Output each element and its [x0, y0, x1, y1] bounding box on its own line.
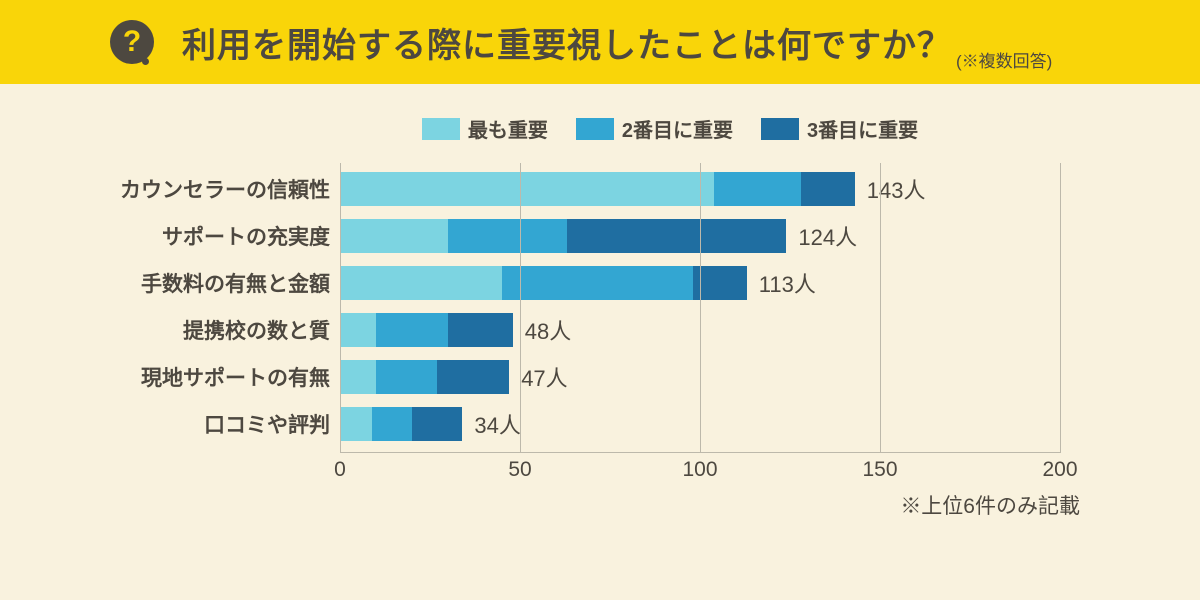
- question-icon: ?: [110, 20, 154, 64]
- gridline: [880, 163, 881, 453]
- bar-group: 124人: [340, 219, 786, 253]
- legend-label: 2番目に重要: [622, 114, 733, 143]
- bar-segment: [567, 219, 787, 253]
- bar-segment: [340, 360, 376, 394]
- legend-item: 最も重要: [422, 114, 548, 143]
- bar-segment: [437, 360, 509, 394]
- legend-item: 2番目に重要: [576, 114, 733, 143]
- row-label: 手数料の有無と金額: [100, 268, 330, 298]
- bar-segment: [376, 360, 437, 394]
- bar-value-label: 113人: [759, 267, 816, 299]
- bar-segment: [376, 313, 448, 347]
- gridline: [520, 163, 521, 453]
- bar-value-label: 124人: [798, 220, 857, 252]
- bar-value-label: 47人: [521, 361, 567, 393]
- bar-segment: [502, 266, 693, 300]
- row-label: 口コミや評判: [100, 409, 330, 439]
- bar-value-label: 143人: [867, 173, 926, 205]
- gridline: [1060, 163, 1061, 453]
- bar-segment: [714, 172, 800, 206]
- x-tick-label: 50: [508, 458, 531, 482]
- header-bar: ? 利用を開始する際に重要視したことは何ですか？ (※複数回答): [0, 0, 1200, 84]
- legend-swatch: [422, 118, 460, 140]
- bar-segment: [448, 219, 567, 253]
- bar-segment: [412, 407, 462, 441]
- bar-group: 48人: [340, 313, 513, 347]
- bar-value-label: 34人: [474, 408, 520, 440]
- chart-footnote: ※上位6件のみ記載: [900, 490, 1080, 520]
- bar-segment: [340, 172, 714, 206]
- bar-value-label: 48人: [525, 314, 571, 346]
- legend-label: 3番目に重要: [807, 114, 918, 143]
- x-axis-ticks: 050100150200: [340, 458, 1060, 488]
- row-label: サポートの充実度: [100, 221, 330, 251]
- title-note: (※複数回答): [956, 47, 1052, 84]
- bar-segment: [340, 219, 448, 253]
- bar-group: 143人: [340, 172, 855, 206]
- bar-group: 47人: [340, 360, 509, 394]
- bar-segment: [448, 313, 513, 347]
- chart-legend: 最も重要 2番目に重要 3番目に重要: [240, 114, 1100, 143]
- plot: カウンセラーの信頼性143人サポートの充実度124人手数料の有無と金額113人提…: [340, 163, 1060, 453]
- legend-label: 最も重要: [468, 114, 548, 143]
- bar-segment: [340, 266, 502, 300]
- legend-swatch: [761, 118, 799, 140]
- x-tick-label: 100: [682, 458, 717, 482]
- gridline: [700, 163, 701, 453]
- row-label: カウンセラーの信頼性: [100, 174, 330, 204]
- bar-group: 113人: [340, 266, 747, 300]
- x-tick-label: 200: [1042, 458, 1077, 482]
- x-tick-label: 150: [862, 458, 897, 482]
- x-tick-label: 0: [334, 458, 346, 482]
- chart-plot-area: カウンセラーの信頼性143人サポートの充実度124人手数料の有無と金額113人提…: [100, 163, 1100, 493]
- bar-group: 34人: [340, 407, 462, 441]
- legend-swatch: [576, 118, 614, 140]
- row-label: 提携校の数と質: [100, 315, 330, 345]
- legend-item: 3番目に重要: [761, 114, 918, 143]
- gridline: [340, 163, 341, 453]
- bar-segment: [801, 172, 855, 206]
- row-label: 現地サポートの有無: [100, 362, 330, 392]
- bar-segment: [340, 313, 376, 347]
- chart-container: 最も重要 2番目に重要 3番目に重要 カウンセラーの信頼性143人サポートの充実…: [0, 84, 1200, 493]
- bar-segment: [340, 407, 372, 441]
- page-title: 利用を開始する際に重要視したことは何ですか？: [182, 18, 952, 67]
- bar-segment: [372, 407, 412, 441]
